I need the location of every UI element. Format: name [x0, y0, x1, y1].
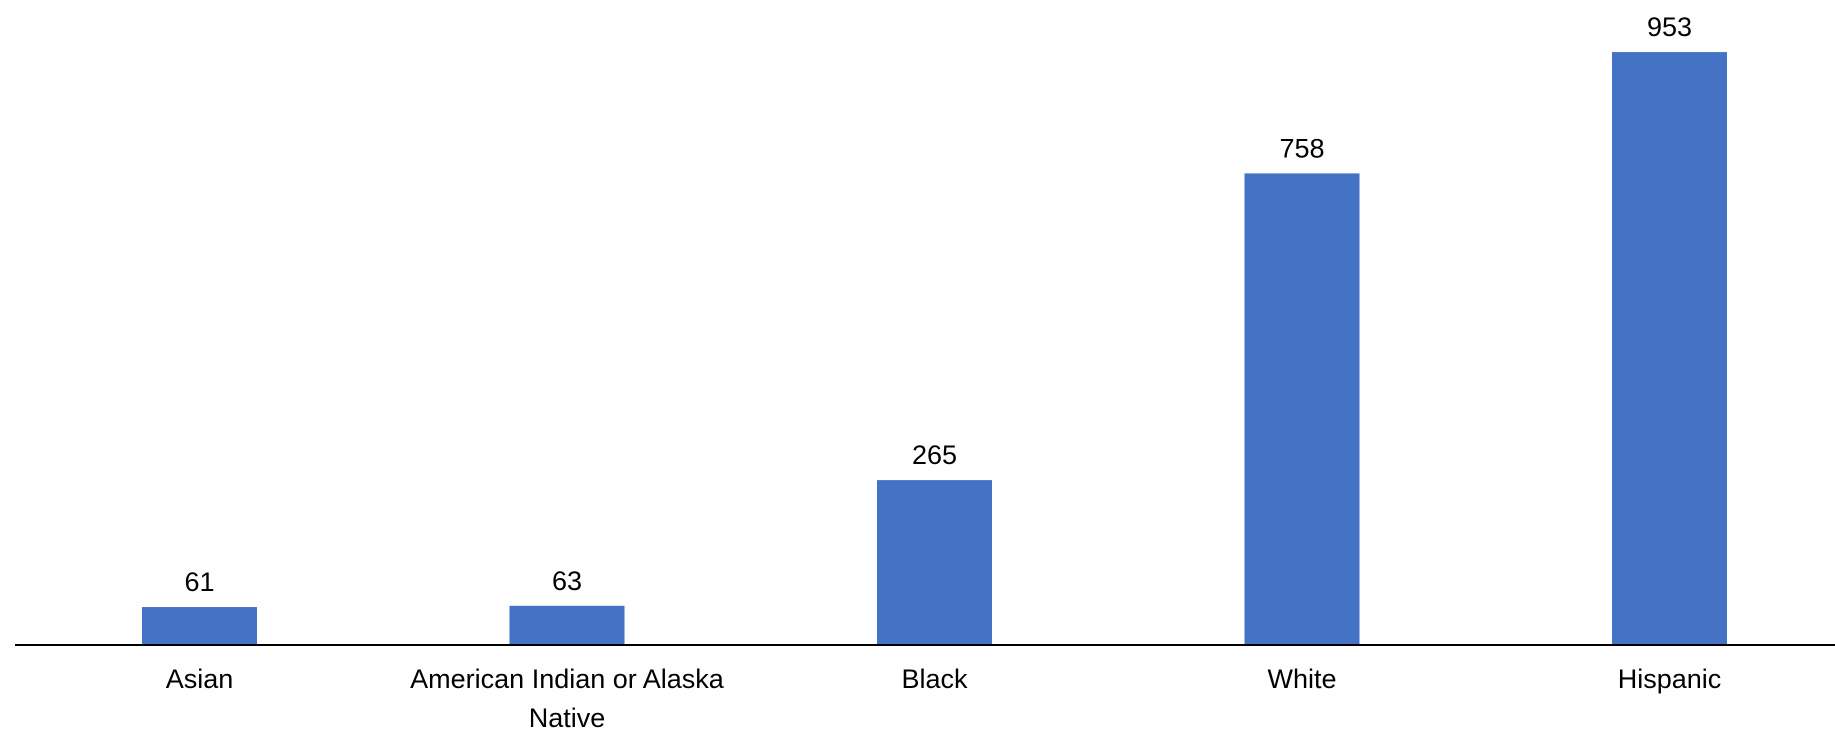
data-label-black: 265: [912, 440, 957, 470]
bar-white: [1244, 173, 1360, 645]
bar-black: [877, 480, 992, 645]
data-label-white: 758: [1279, 133, 1324, 163]
data-label-american-indian-or-alaska-native: 63: [552, 566, 582, 596]
data-label-asian: 61: [184, 567, 214, 597]
category-label-black: Black: [901, 664, 968, 694]
category-label-white: White: [1267, 664, 1336, 694]
category-label-hispanic: Hispanic: [1618, 664, 1722, 694]
bar-american-indian-or-alaska-native: [509, 605, 625, 645]
bars-layer: [142, 52, 1727, 645]
category-label-asian: Asian: [166, 664, 234, 694]
data-label-hispanic: 953: [1647, 12, 1692, 42]
category-label-american-indian-or-alaska-native: American Indian or Alaska Native: [410, 664, 725, 733]
bar-hispanic: [1612, 52, 1727, 645]
value-labels-layer: 61 63 265 758 953: [184, 12, 1692, 597]
bar-asian: [142, 607, 257, 645]
category-labels-layer: Asian American Indian or Alaska Native Blac…: [166, 664, 1722, 733]
